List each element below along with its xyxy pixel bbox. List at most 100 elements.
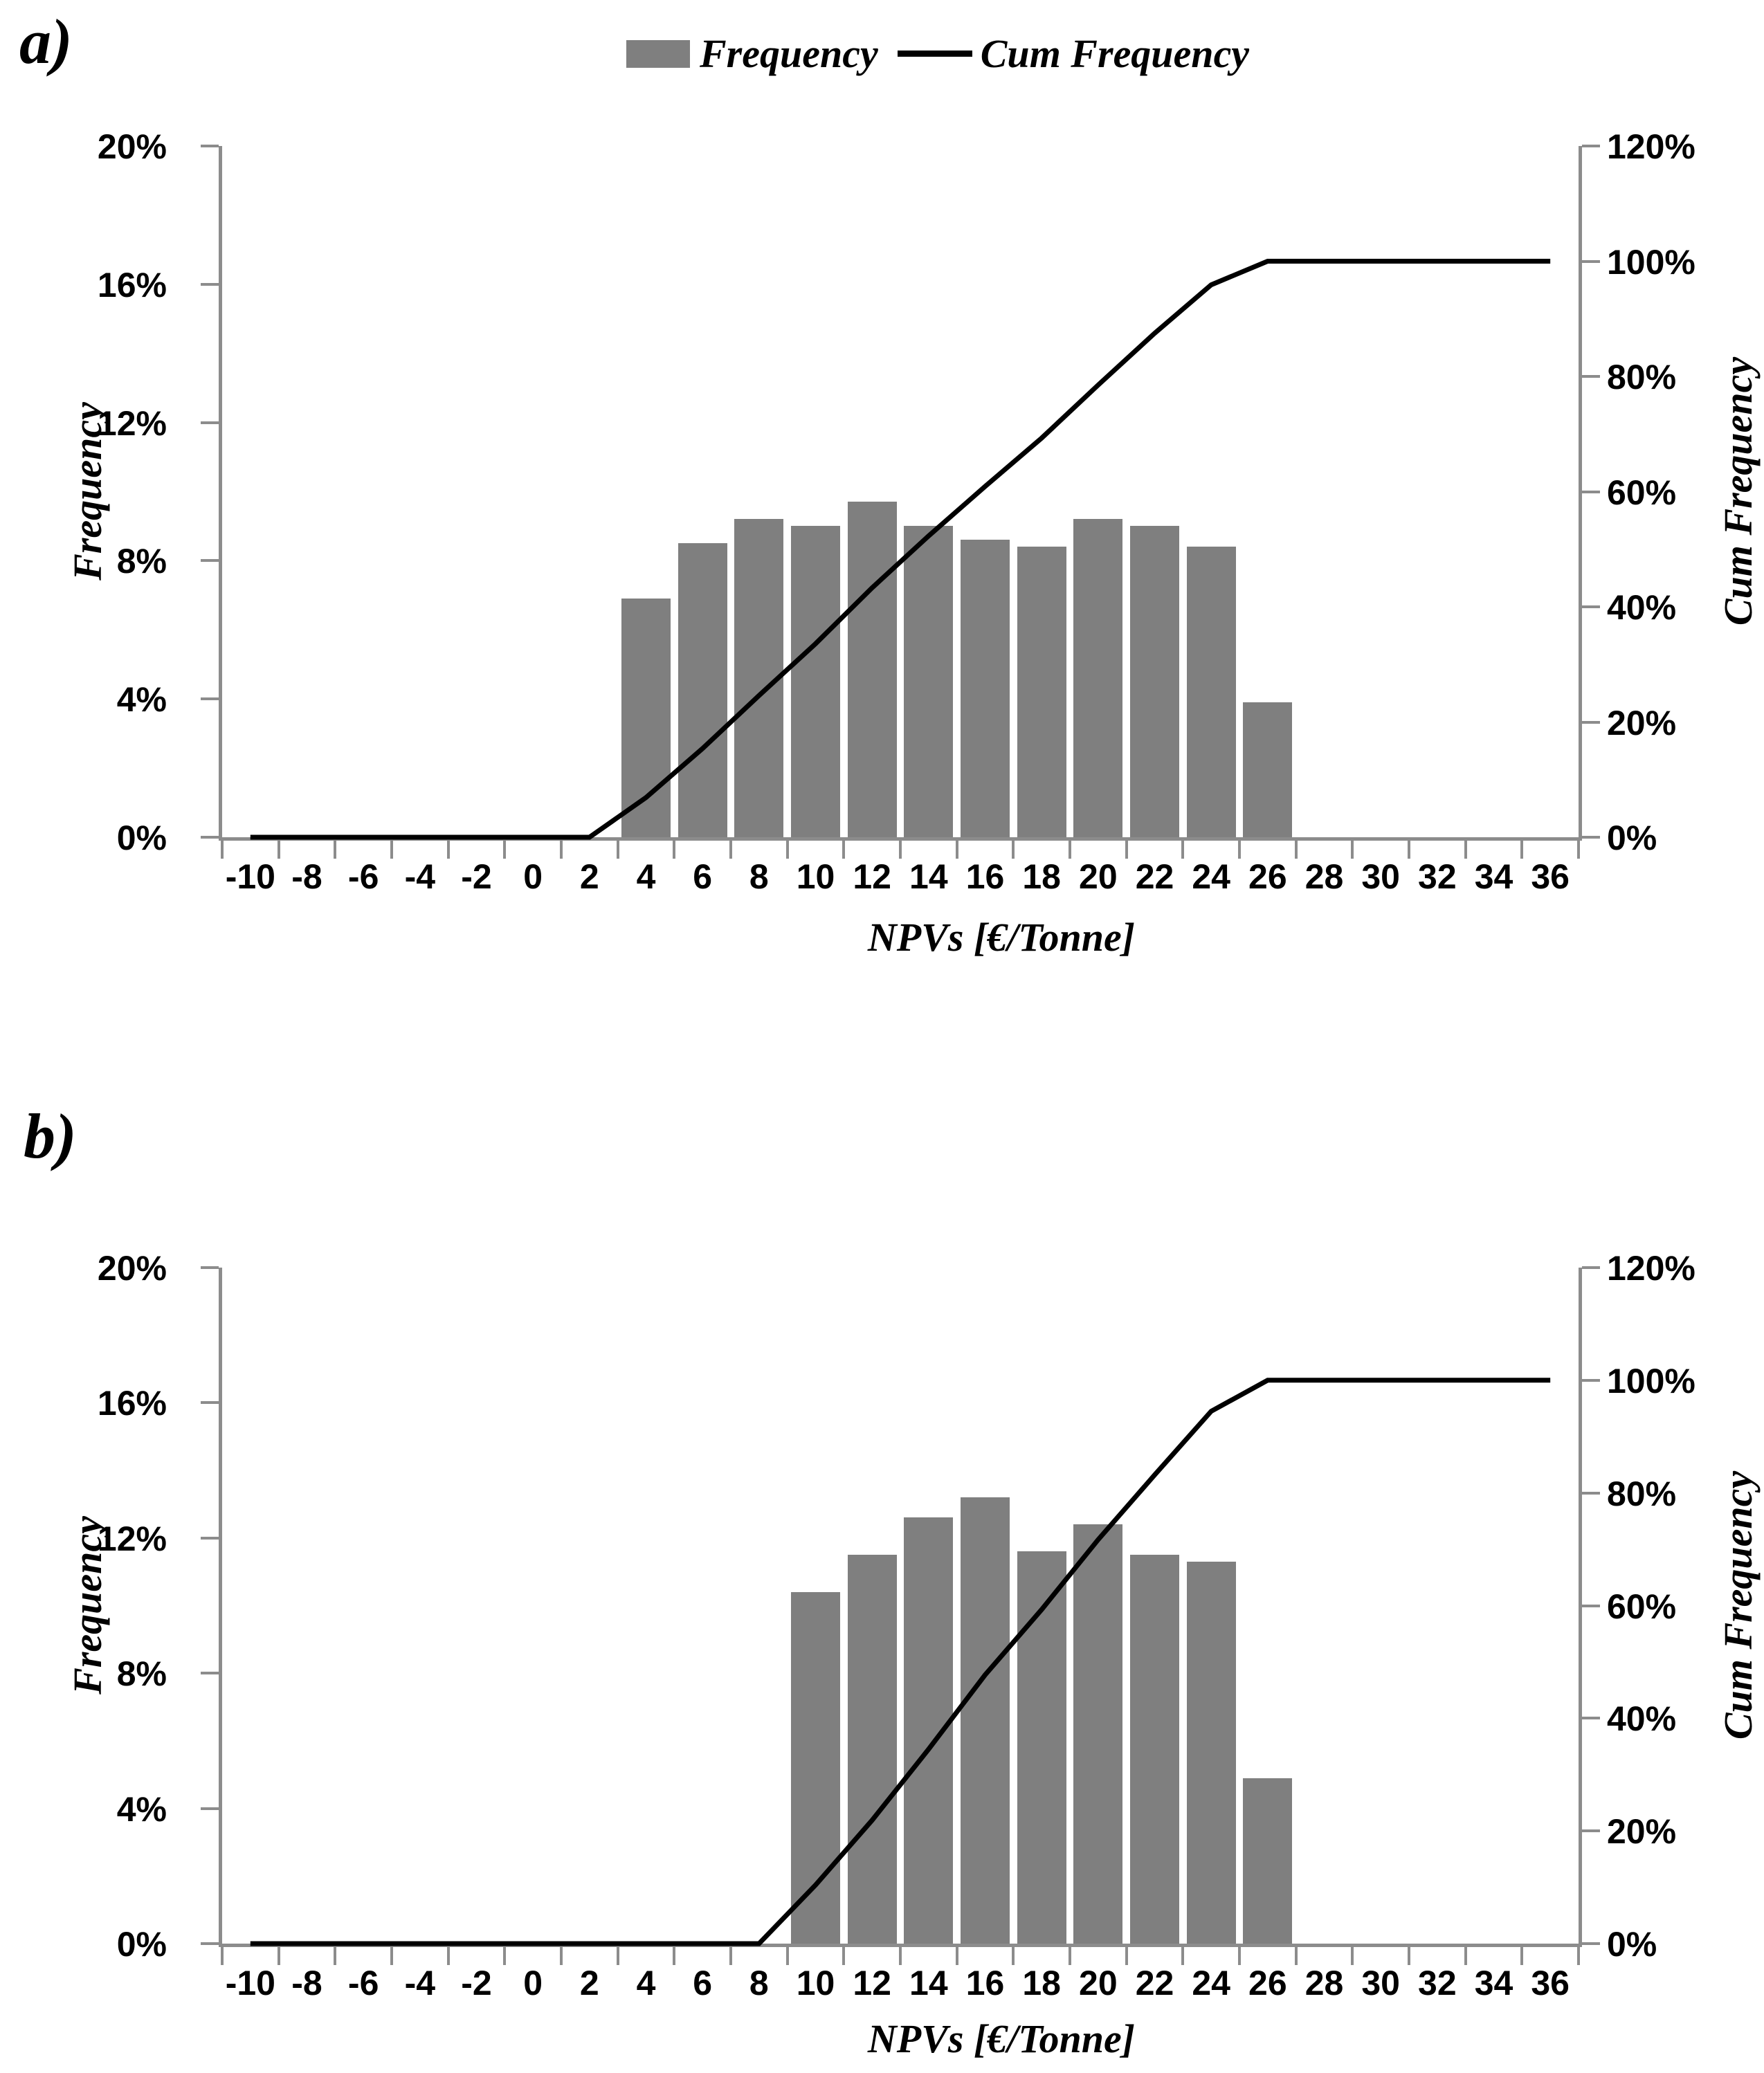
panel-b-x-tick-10 — [785, 1947, 789, 1965]
panel-b-left-tick-label-12%: 12% — [97, 1519, 167, 1558]
panel-a-right-tick-0% — [1582, 836, 1600, 839]
panel-b-x-axis-title: NPVs [€/Tonne] — [867, 2016, 1136, 2061]
legend: Frequency Cum Frequency — [626, 30, 1249, 77]
panel-a-x-tick-label-26: 26 — [1248, 857, 1287, 896]
panel-b-y-axis-left — [219, 1268, 222, 1947]
panel-a-x-tick-label-16: 16 — [965, 857, 1005, 896]
panel-a-left-tick-label-16%: 16% — [97, 265, 167, 304]
panel-b-right-tick-40% — [1582, 1717, 1600, 1720]
panel-b-x-tick-8 — [673, 1947, 676, 1965]
panel-b-x-tick-label-6: 6 — [693, 1964, 713, 2002]
panel-b-x-tick-15 — [1069, 1947, 1071, 1965]
panel-b-x-tick-label--6: -6 — [347, 1964, 379, 2002]
panel-a-right-tick-60% — [1582, 490, 1600, 493]
panel-b-x-tick-21 — [1408, 1947, 1410, 1965]
panel-b-left-tick-0% — [201, 1942, 219, 1945]
panel-a-bar-24 — [1186, 547, 1236, 837]
panel-a-right-tick-label-0%: 0% — [1607, 819, 1657, 857]
panel-a-x-tick-16 — [1125, 841, 1128, 859]
panel-b-x-tick-23 — [1520, 1947, 1524, 1965]
panel-a-x-axis — [219, 837, 1582, 841]
panel-a-x-tick-label--6: -6 — [347, 857, 379, 896]
panel-b-y-axis-right — [1579, 1268, 1582, 1947]
panel-b-left-tick-label-16%: 16% — [97, 1384, 167, 1423]
panel-a-x-tick-12 — [899, 841, 902, 859]
panel-b-right-tick-label-0%: 0% — [1607, 1925, 1657, 1964]
panel-b-x-tick-label--10: -10 — [225, 1964, 275, 2002]
panel-b-x-tick-label-16: 16 — [965, 1964, 1005, 2002]
panel-a-left-tick-label-20%: 20% — [97, 127, 167, 166]
panel-b-x-tick-label-22: 22 — [1135, 1964, 1174, 2002]
panel-a-bar-22 — [1130, 526, 1179, 837]
panel-a-right-tick-100% — [1582, 259, 1600, 263]
panel-a-right-tick-label-100%: 100% — [1607, 242, 1695, 282]
panel-a-y-axis-left — [219, 146, 222, 841]
panel-b-x-tick-label-32: 32 — [1418, 1964, 1457, 2002]
panel-b-left-tick-label-20%: 20% — [97, 1249, 167, 1288]
panel-b-right-tick-label-20%: 20% — [1607, 1812, 1677, 1852]
panel-b-x-tick-19 — [1294, 1947, 1298, 1965]
panel-a-x-tick-13 — [955, 841, 958, 859]
panel-a-x-tick-label--4: -4 — [404, 857, 436, 896]
panel-b-x-tick-6 — [560, 1947, 563, 1965]
panel-b-x-tick-5 — [503, 1947, 507, 1965]
panel-b-left-tick-8% — [201, 1672, 219, 1675]
panel-b-right-tick-60% — [1582, 1604, 1600, 1607]
panel-b-x-tick-1 — [277, 1947, 280, 1965]
panel-b-x-tick-label-14: 14 — [909, 1964, 948, 2002]
panel-b-right-tick-label-80%: 80% — [1607, 1474, 1677, 1513]
panel-a-left-tick-label-12%: 12% — [97, 403, 167, 443]
panel-b-right-tick-120% — [1582, 1266, 1600, 1269]
panel-b-x-axis — [219, 1944, 1582, 1947]
panel-a-x-tick-label-0: 0 — [523, 857, 543, 896]
panel-b-x-tick-label--4: -4 — [404, 1964, 436, 2002]
panel-a-x-tick-10 — [785, 841, 789, 859]
panel-b-x-tick-label-18: 18 — [1022, 1964, 1061, 2002]
panel-b-right-tick-0% — [1582, 1942, 1600, 1945]
panel-a-right-tick-label-20%: 20% — [1607, 703, 1677, 742]
panel-a-x-tick-11 — [842, 841, 846, 859]
panel-a-x-tick-6 — [560, 841, 563, 859]
panel-b-right-tick-80% — [1582, 1491, 1600, 1495]
panel-b-x-tick-label-20: 20 — [1079, 1964, 1118, 2002]
panel-a-bar-26 — [1243, 702, 1293, 837]
panel-b-cum-frequency-line — [222, 1268, 1579, 1946]
panel-a-left-tick-label-4%: 4% — [116, 680, 167, 720]
panel-a-left-axis-title: Frequency — [65, 402, 110, 581]
panel-b-x-tick-4 — [446, 1947, 450, 1965]
panel-a-bar-10 — [791, 526, 840, 837]
panel-a-y-axis-right — [1579, 146, 1582, 841]
panel-b-x-tick-13 — [955, 1947, 958, 1965]
panel-b-right-tick-20% — [1582, 1829, 1600, 1833]
panel-b-x-tick-label-4: 4 — [636, 1964, 656, 2002]
panel-a-x-tick-24 — [1577, 841, 1580, 859]
panel-a-x-tick-20 — [1351, 841, 1354, 859]
panel-a-x-tick-label-10: 10 — [796, 857, 835, 896]
panel-a-x-tick-15 — [1069, 841, 1071, 859]
panel-a-left-tick-label-0%: 0% — [116, 819, 167, 857]
panel-a-x-tick-label-30: 30 — [1361, 857, 1400, 896]
panel-b-bar-20 — [1073, 1524, 1123, 1944]
panel-a-left-tick-16% — [201, 282, 219, 286]
panel-b-x-tick-0 — [221, 1947, 224, 1965]
panel-b-x-tick-label-12: 12 — [853, 1964, 891, 2002]
panel-a-x-tick-1 — [277, 841, 280, 859]
panel-a-x-tick-label-28: 28 — [1304, 857, 1344, 896]
panel-a-x-tick-7 — [616, 841, 619, 859]
legend-cum-frequency-label: Cum Frequency — [980, 31, 1250, 76]
panel-b-right-tick-label-60%: 60% — [1607, 1587, 1677, 1626]
panel-a-right-tick-80% — [1582, 375, 1600, 378]
panel-a-right-axis-title: Cum Frequency — [1716, 356, 1761, 626]
panel-a-x-tick-label-34: 34 — [1474, 857, 1513, 896]
panel-a-right-tick-label-80%: 80% — [1607, 358, 1677, 396]
panel-b-x-tick-14 — [1012, 1947, 1015, 1965]
panel-a-x-tick-label-4: 4 — [636, 857, 656, 896]
panel-b-x-tick-label-36: 36 — [1531, 1964, 1570, 2002]
panel-b-x-tick-label--2: -2 — [461, 1964, 492, 2002]
panel-a-x-tick-label-36: 36 — [1531, 857, 1570, 896]
panel-a-x-tick-label--2: -2 — [461, 857, 492, 896]
panel-a-x-tick-5 — [503, 841, 507, 859]
panel-b-left-axis-title: Frequency — [65, 1516, 110, 1695]
panel-b-left-tick-4% — [201, 1807, 219, 1810]
panel-b-left-tick-16% — [201, 1401, 219, 1405]
